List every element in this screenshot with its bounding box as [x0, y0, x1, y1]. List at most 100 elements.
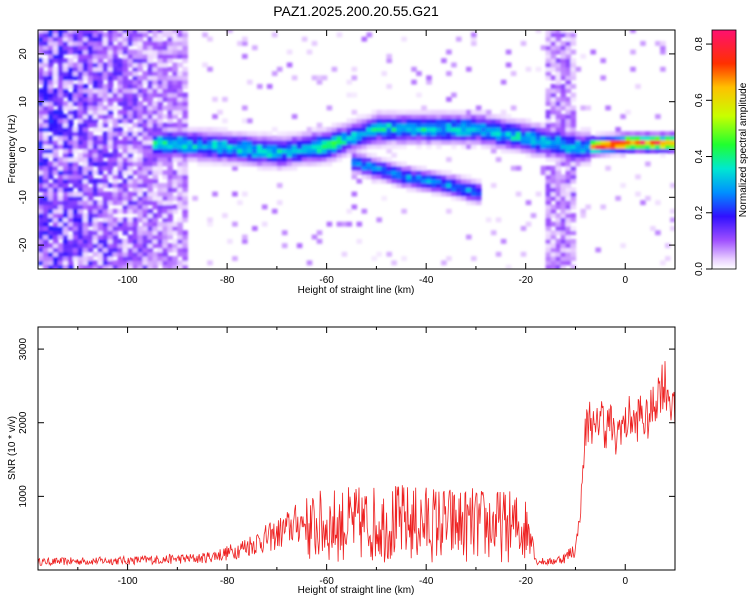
- heatmap-cell: [391, 170, 397, 175]
- heatmap-cell: [555, 84, 562, 89]
- heatmap-cell: [177, 191, 183, 197]
- heatmap-cell: [356, 131, 363, 137]
- heatmap-cell: [137, 264, 144, 269]
- heatmap-cell: [500, 238, 507, 244]
- heatmap-cell: [172, 101, 178, 107]
- heatmap-cell: [152, 84, 159, 89]
- heatmap-cell: [560, 58, 567, 64]
- heatmap-cell: [560, 213, 567, 218]
- heatmap-cell: [167, 204, 173, 210]
- heatmap-cell: [48, 226, 54, 231]
- heatmap-cell: [157, 58, 163, 64]
- heatmap-cell: [257, 135, 263, 141]
- heatmap-cell: [137, 118, 144, 124]
- heatmap-cell: [157, 170, 163, 175]
- heatmap-cell: [252, 226, 258, 231]
- heatmap-cell: [610, 144, 616, 150]
- heatmap-cell: [48, 58, 54, 64]
- heatmap-cell: [117, 191, 124, 197]
- heatmap-cell: [137, 36, 144, 42]
- heatmap-cell: [92, 88, 99, 94]
- heatmap-cell: [62, 30, 69, 33]
- heatmap-cell: [416, 165, 422, 171]
- heatmap-cell: [207, 127, 213, 132]
- heatmap-cell: [560, 127, 567, 132]
- heatmap-cell: [535, 122, 542, 128]
- heatmap-cell: [77, 178, 84, 184]
- heatmap-cell: [326, 127, 333, 132]
- heatmap-cell: [451, 183, 457, 188]
- heatmap-cell: [520, 41, 527, 46]
- heatmap-cell: [361, 174, 368, 180]
- heatmap-cell: [147, 213, 154, 218]
- heatmap-cell: [77, 183, 84, 188]
- heatmap-cell: [391, 183, 397, 188]
- heatmap-cell: [43, 230, 49, 236]
- heatmap-cell: [575, 148, 582, 154]
- heatmap-cell: [610, 148, 616, 154]
- heatmap-cell: [112, 96, 119, 102]
- heatmap-cell: [336, 221, 343, 227]
- heatmap-cell: [67, 75, 74, 81]
- heatmap-cell: [72, 208, 79, 214]
- heatmap-cell: [157, 122, 163, 128]
- heatmap-cell: [570, 118, 577, 124]
- heatmap-cell: [451, 109, 457, 115]
- heatmap-cell: [247, 148, 253, 154]
- heatmap-cell: [530, 152, 537, 158]
- heatmap-cell: [127, 131, 134, 137]
- heatmap-cell: [346, 127, 353, 132]
- colorbar-label: Normalized spectral amplitude: [738, 82, 749, 217]
- heatmap-cell: [281, 148, 288, 154]
- heatmap-cell: [401, 144, 407, 150]
- heatmap-cell: [132, 200, 139, 206]
- heatmap-cell: [82, 66, 89, 72]
- heatmap-cell: [157, 32, 163, 38]
- heatmap-cell: [117, 62, 124, 68]
- spectrogram-xtick-label: -80: [220, 275, 235, 286]
- heatmap-cell: [301, 161, 308, 167]
- heatmap-cell: [167, 88, 173, 94]
- heatmap-cell: [97, 165, 104, 171]
- heatmap-cell: [227, 238, 233, 244]
- heatmap-cell: [590, 49, 596, 55]
- heatmap-cell: [625, 144, 631, 150]
- heatmap-cell: [301, 144, 308, 150]
- heatmap-cell: [43, 139, 49, 145]
- heatmap-cell: [127, 148, 134, 154]
- heatmap-cell: [361, 161, 368, 167]
- heatmap-cell: [77, 195, 84, 201]
- heatmap-cell: [107, 139, 114, 145]
- spectrogram-ytick-label: -20: [18, 237, 29, 252]
- heatmap-cell: [560, 264, 567, 269]
- heatmap-cell: [82, 105, 89, 111]
- heatmap-cell: [550, 221, 557, 227]
- heatmap-cell: [162, 234, 168, 240]
- heatmap-cell: [461, 131, 467, 137]
- heatmap-cell: [132, 62, 139, 68]
- heatmap-cell: [535, 144, 542, 150]
- heatmap-cell: [167, 96, 173, 102]
- heatmap-cell: [87, 41, 94, 46]
- heatmap-cell: [550, 174, 557, 180]
- heatmap-cell: [82, 49, 89, 55]
- heatmap-cell: [43, 200, 49, 206]
- heatmap-cell: [565, 96, 572, 102]
- heatmap-cell: [575, 139, 582, 145]
- heatmap-cell: [67, 135, 74, 141]
- heatmap-cell: [62, 170, 69, 175]
- heatmap-cell: [38, 200, 44, 206]
- heatmap-cell: [182, 109, 188, 115]
- heatmap-cell: [570, 264, 577, 269]
- heatmap-cell: [142, 131, 149, 137]
- heatmap-cell: [52, 217, 59, 223]
- heatmap-cell: [560, 200, 567, 206]
- heatmap-cell: [670, 226, 675, 231]
- heatmap-cell: [112, 58, 119, 64]
- heatmap-cell: [127, 170, 134, 175]
- heatmap-cell: [182, 230, 188, 236]
- heatmap-cell: [271, 148, 278, 154]
- heatmap-cell: [67, 58, 74, 64]
- heatmap-cell: [560, 105, 567, 111]
- heatmap-cell: [525, 152, 532, 158]
